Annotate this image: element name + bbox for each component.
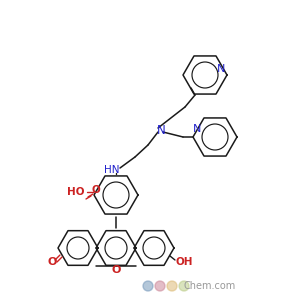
Text: N: N (217, 64, 225, 74)
Text: O: O (92, 185, 100, 195)
Circle shape (179, 281, 189, 291)
Text: HO: HO (67, 187, 85, 197)
Text: N: N (157, 124, 165, 136)
Circle shape (155, 281, 165, 291)
Text: N: N (193, 124, 201, 134)
Circle shape (143, 281, 153, 291)
Text: OH: OH (175, 257, 193, 267)
Text: O: O (111, 265, 121, 275)
Text: Chem.com: Chem.com (184, 281, 236, 291)
Circle shape (167, 281, 177, 291)
Text: O: O (47, 257, 57, 267)
Text: HN: HN (104, 165, 120, 175)
